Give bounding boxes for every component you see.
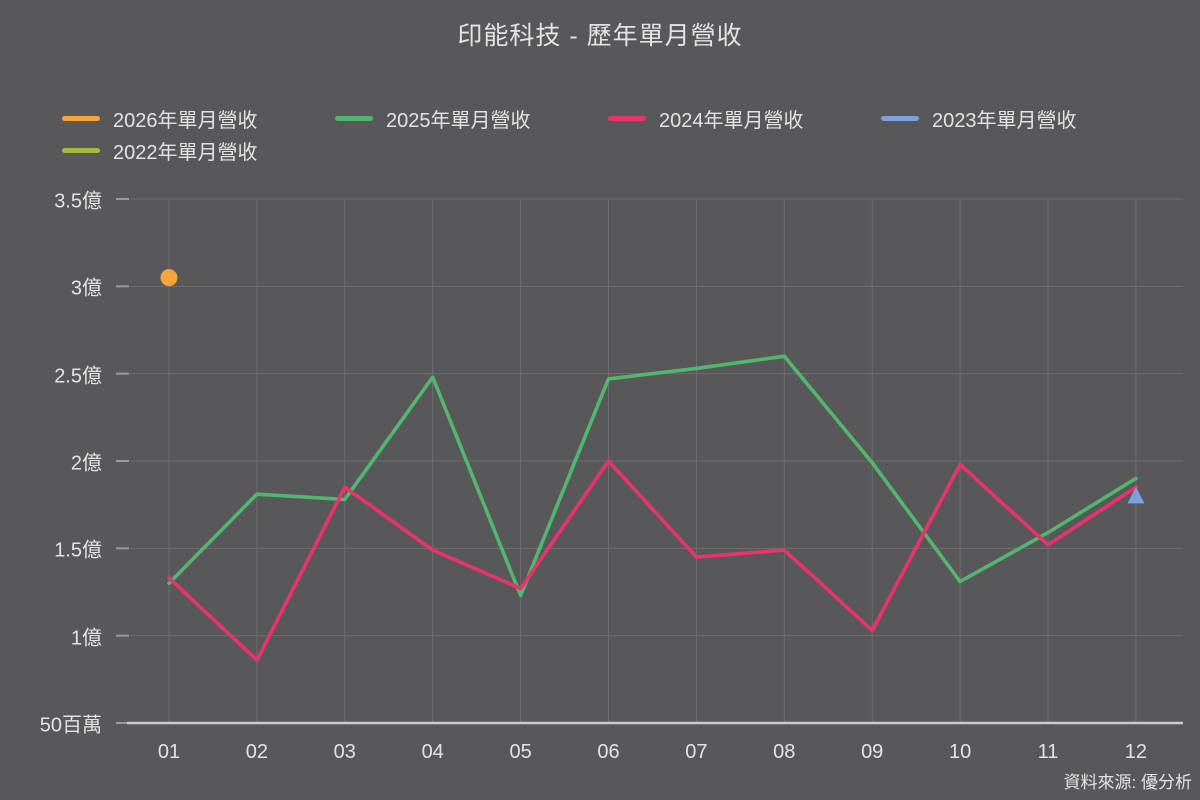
legend-label: 2025年單月營收 (386, 109, 531, 132)
x-axis-label: 04 (421, 741, 444, 763)
x-axis-label: 12 (1124, 741, 1148, 763)
y-axis-label: 2億 (70, 452, 102, 475)
x-axis-label: 11 (1037, 741, 1059, 763)
legend-label: 2024年單月營收 (659, 109, 804, 132)
y-axis-label: 2.5億 (54, 365, 102, 388)
chart-title: 印能科技 - 歷年單月營收 (457, 22, 743, 50)
x-axis-label: 10 (948, 741, 972, 763)
legend-swatch-icon (335, 115, 373, 121)
y-axis-label: 3.5億 (54, 190, 102, 213)
legend-label: 2023年單月營收 (932, 109, 1077, 132)
series-line-2025 (167, 354, 1138, 598)
marker-triangle-2023 (1127, 486, 1145, 504)
legend-item-2024[interactable]: 2024年單月營收 (608, 102, 881, 134)
x-axis-label: 06 (597, 741, 620, 763)
y-axis-label: 1.5億 (54, 539, 102, 562)
legend-item-2026[interactable]: 2026年單月營收 (62, 102, 335, 134)
legend-swatch-icon (881, 115, 919, 121)
x-axis-label: 05 (509, 741, 532, 763)
legend-item-2025[interactable]: 2025年單月營收 (335, 102, 608, 134)
legend: 2026年單月營收 2025年單月營收 2024年單月營收 2023年單月營收 2022… (62, 102, 1178, 166)
x-axis-label: 02 (245, 741, 269, 763)
x-axis-label: 01 (157, 741, 181, 763)
legend-swatch-icon (62, 147, 100, 153)
y-axis-label: 50百萬 (39, 714, 102, 737)
x-axis-label: 07 (685, 741, 708, 763)
legend-item-2022[interactable]: 2022年單月營收 (62, 134, 335, 166)
series-line-2024 (167, 459, 1138, 662)
x-axis-label: 08 (773, 741, 796, 763)
x-axis-label: 03 (333, 741, 356, 763)
y-axis-label: 3億 (70, 277, 102, 300)
legend-swatch-icon (608, 115, 646, 121)
legend-label: 2022年單月營收 (113, 141, 258, 164)
legend-item-2023[interactable]: 2023年單月營收 (881, 102, 1154, 134)
x-axis-label: 09 (861, 741, 884, 763)
legend-label: 2026年單月營收 (113, 109, 258, 132)
marker-circle-2026 (160, 269, 178, 287)
source-note: 資料來源: 優分析 (1063, 773, 1192, 792)
legend-swatch-icon (62, 115, 100, 121)
y-axis-label: 1億 (70, 627, 102, 650)
